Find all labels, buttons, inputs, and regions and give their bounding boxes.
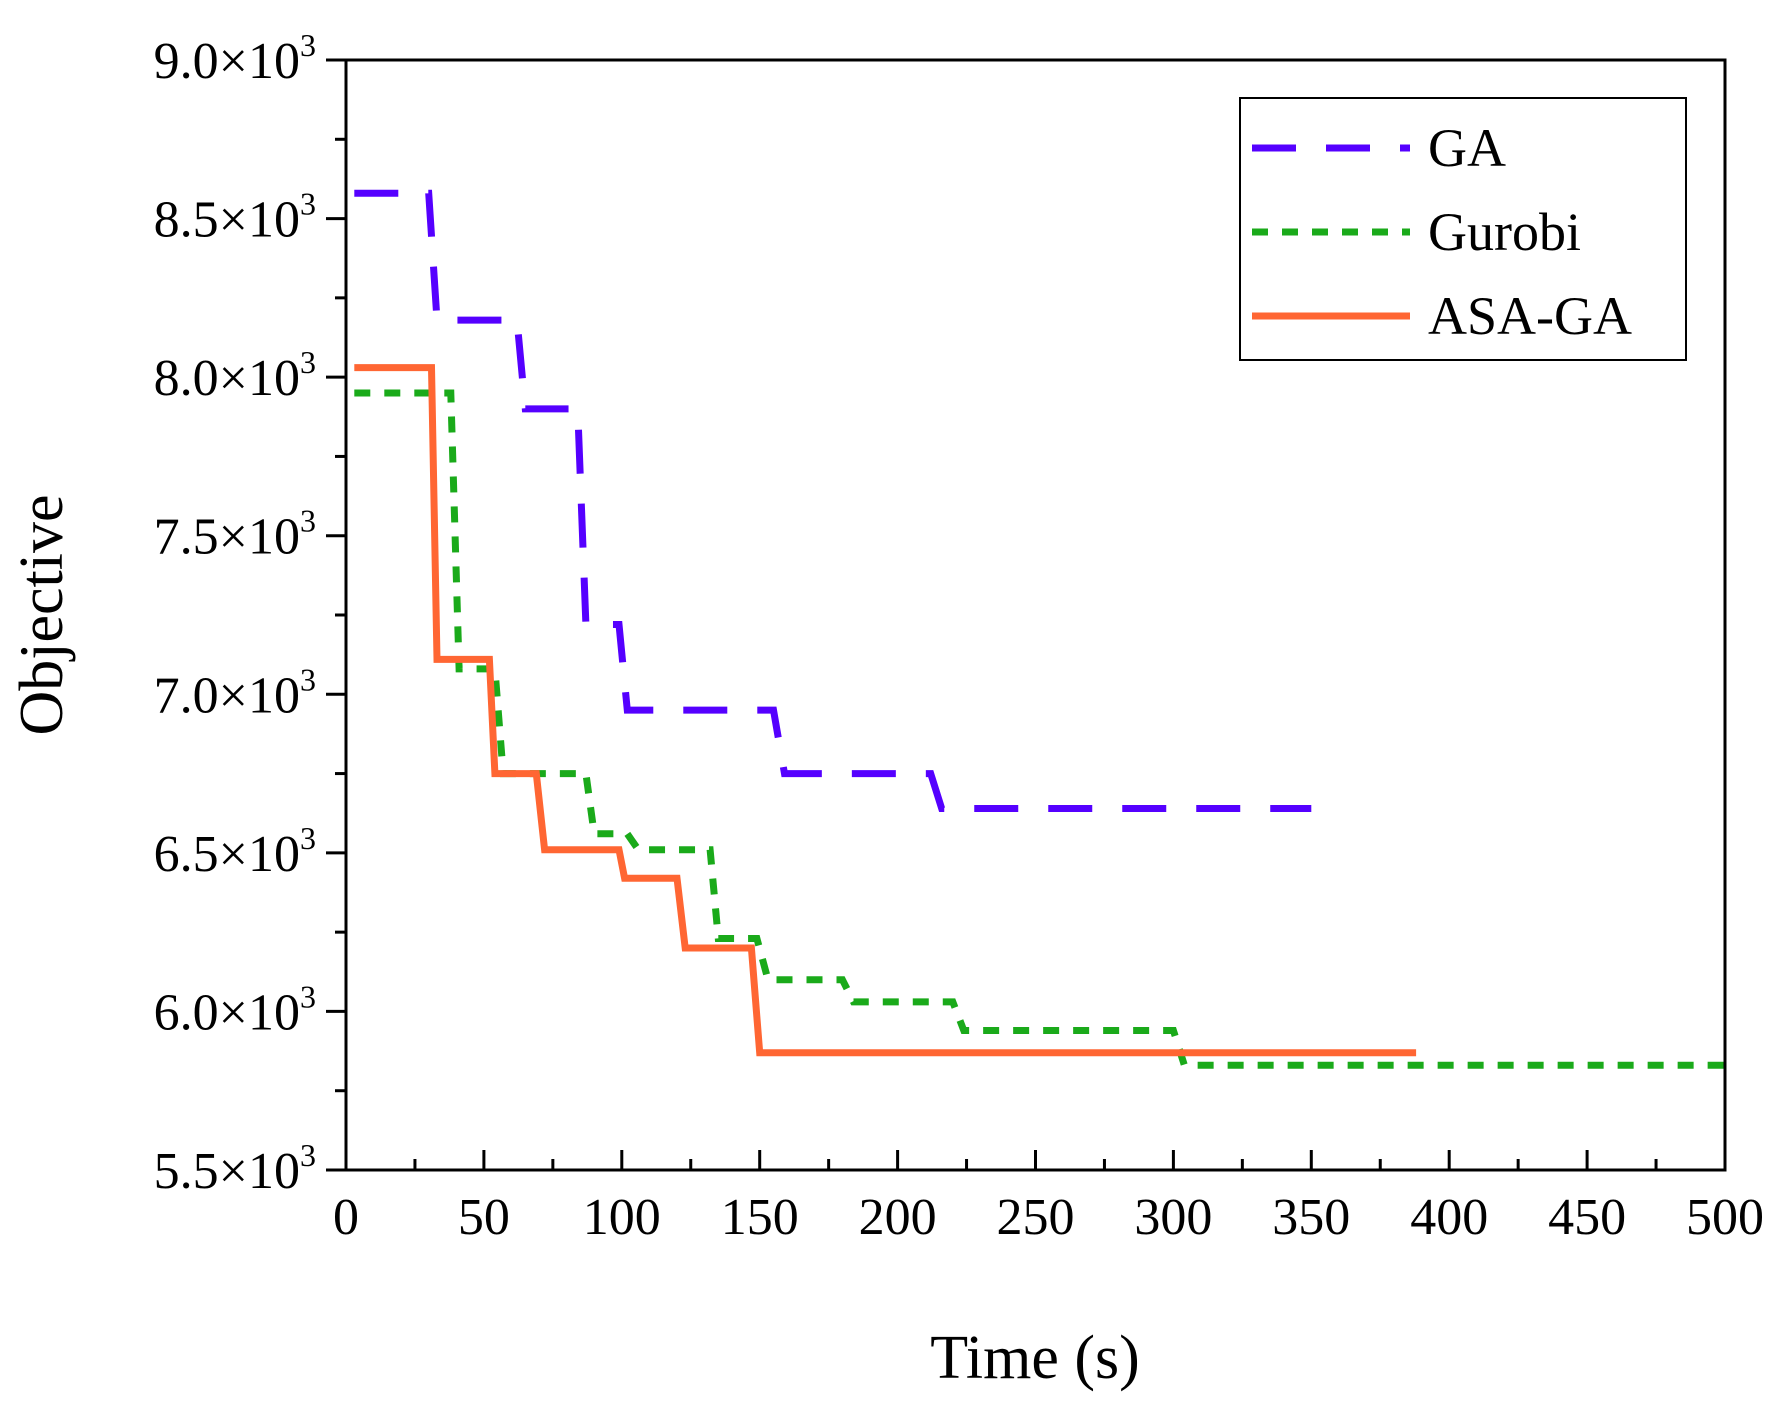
y-axis-title: Objective: [8, 494, 76, 735]
x-tick-label: 50: [458, 1189, 510, 1246]
series-line-gurobi: [354, 389, 1725, 1069]
y-tick-label: 6.5×103: [154, 820, 316, 883]
legend-label: Gurobi: [1428, 202, 1581, 262]
y-tick-label: 7.0×103: [154, 661, 316, 724]
y-tick-label: 8.0×103: [154, 344, 316, 407]
x-tick-label: 400: [1410, 1189, 1488, 1246]
x-tick-label: 150: [721, 1189, 799, 1246]
legend-items: GA Gurobi ASA-GA: [1252, 118, 1632, 346]
x-axis-ticks: 0 50 100 150 200 250 300 350 400 450 500: [333, 1150, 1764, 1246]
series-line-asa-ga: [354, 364, 1417, 1057]
x-tick-label: 450: [1548, 1189, 1626, 1246]
x-axis-title: Time (s): [930, 1324, 1140, 1392]
legend: GA Gurobi ASA-GA: [1239, 97, 1687, 361]
x-tick-label: 350: [1272, 1189, 1350, 1246]
y-tick-label: 9.0×103: [154, 27, 316, 90]
y-axis-ticks: 5.5×103 6.0×103 6.5×103 7.0×103 7.5×103 8.0×1…: [154, 27, 346, 1200]
y-tick-label: 6.0×103: [154, 978, 316, 1041]
y-tick-label: 5.5×103: [154, 1137, 316, 1200]
series-layer: [354, 189, 1725, 1069]
legend-label: ASA-GA: [1428, 286, 1632, 346]
y-tick-label: 8.5×103: [154, 186, 316, 249]
x-tick-label: 0: [333, 1189, 359, 1246]
x-tick-label: 500: [1686, 1189, 1764, 1246]
x-tick-label: 200: [859, 1189, 937, 1246]
x-tick-label: 250: [997, 1189, 1075, 1246]
x-tick-label: 100: [583, 1189, 661, 1246]
legend-label: GA: [1428, 118, 1506, 178]
y-tick-label: 7.5×103: [154, 503, 316, 566]
x-tick-label: 300: [1134, 1189, 1212, 1246]
